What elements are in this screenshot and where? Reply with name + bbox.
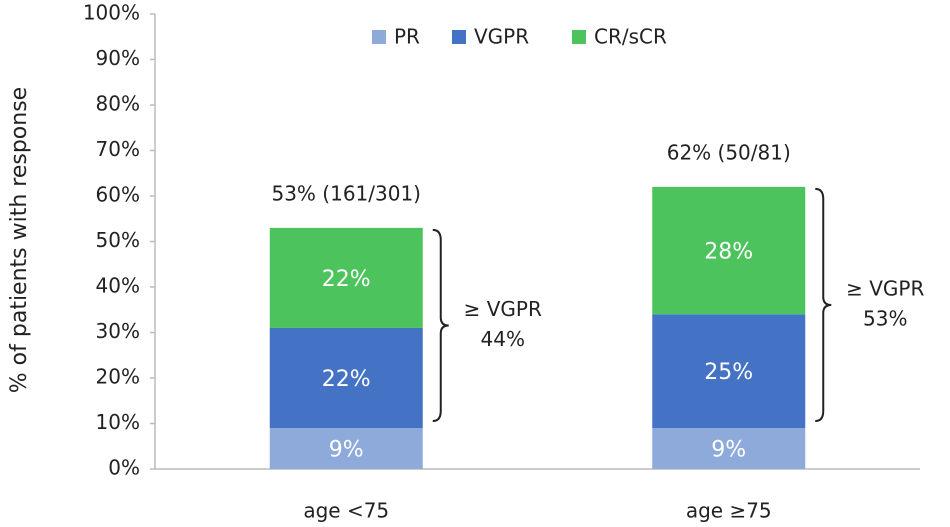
bracket-label: 53% xyxy=(863,306,907,330)
total-label: 62% (50/81) xyxy=(667,140,791,164)
bracket-label: 44% xyxy=(481,327,525,351)
legend-label: CR/sCR xyxy=(594,25,667,49)
data-label: 22% xyxy=(322,367,371,392)
x-tick-label: age ≥75 xyxy=(686,499,772,523)
bar-segment xyxy=(269,428,423,469)
data-label: 28% xyxy=(704,240,753,265)
legend-label: PR xyxy=(394,25,420,49)
legend-swatch xyxy=(572,30,586,44)
legend-swatch xyxy=(452,30,466,44)
bar-segment xyxy=(652,428,806,469)
bracket-label: ≥ VGPR xyxy=(464,297,542,321)
y-tick-label: 90% xyxy=(96,46,140,70)
bracket-label: ≥ VGPR xyxy=(846,276,924,300)
y-tick-label: 0% xyxy=(108,456,140,480)
bar-segment xyxy=(269,227,423,328)
data-label: 9% xyxy=(711,438,746,463)
total-label: 53% (161/301) xyxy=(271,181,421,205)
y-axis-title: % of patients with response xyxy=(7,87,32,393)
bracket xyxy=(815,187,832,423)
y-tick-label: 100% xyxy=(83,1,140,25)
y-tick-label: 40% xyxy=(96,274,140,298)
bar-segment xyxy=(269,327,423,429)
y-tick-label: 50% xyxy=(96,228,140,252)
y-tick-label: 60% xyxy=(96,183,140,207)
y-tick-label: 70% xyxy=(96,137,140,161)
y-tick-label: 30% xyxy=(96,319,140,343)
legend-label: VGPR xyxy=(474,25,529,49)
y-tick-label: 10% xyxy=(96,410,140,434)
data-label: 25% xyxy=(704,360,753,385)
bracket xyxy=(432,228,449,423)
y-tick-label: 20% xyxy=(96,365,140,389)
bar-segment xyxy=(652,314,806,429)
data-label: 9% xyxy=(329,438,364,463)
data-label: 22% xyxy=(322,267,371,292)
y-tick-label: 80% xyxy=(96,92,140,116)
x-tick-label: age <75 xyxy=(303,499,389,523)
legend-swatch xyxy=(372,30,386,44)
bar-segment xyxy=(652,186,806,315)
